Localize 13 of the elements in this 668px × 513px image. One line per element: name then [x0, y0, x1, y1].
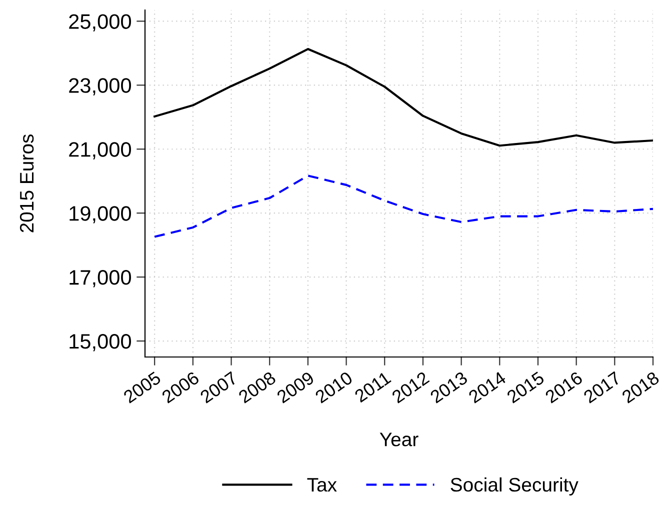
- line-series: [154, 48, 653, 147]
- legend-label: Social Security: [450, 477, 578, 496]
- y-tick-label: 23,000: [69, 78, 131, 96]
- y-tick-label: 15,000: [70, 334, 131, 352]
- y-axis-title: 2015 Euros: [20, 134, 34, 232]
- y-tick-label: 19,000: [70, 206, 131, 224]
- y-tick-label: 17,000: [70, 270, 131, 288]
- y-tick-label: 25,000: [69, 14, 131, 32]
- x-tick-label: 2011: [354, 371, 392, 403]
- y-tick-label: 21,000: [69, 142, 131, 160]
- line-series: [154, 174, 653, 238]
- x-axis-title: Year: [380, 432, 418, 446]
- legend-label: Tax: [307, 478, 337, 492]
